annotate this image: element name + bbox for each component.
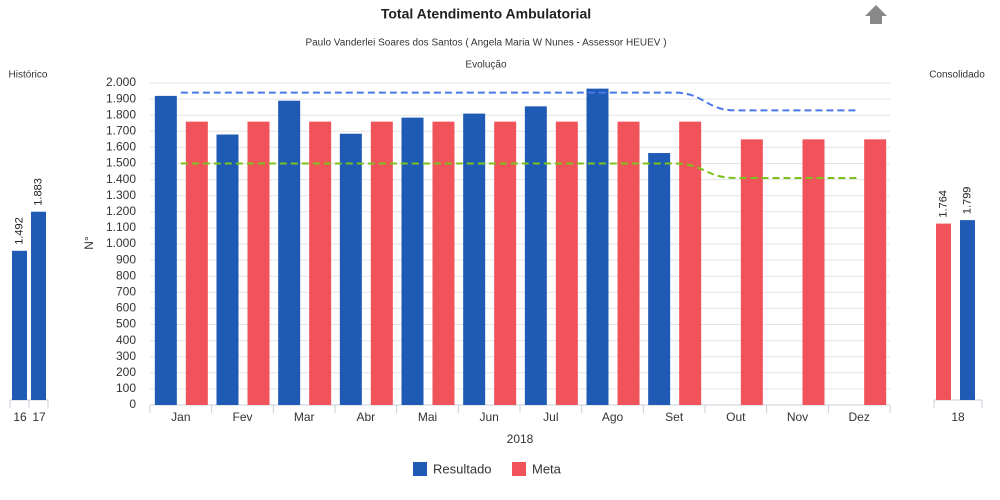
y-tick-label: 900 (116, 252, 136, 266)
chart-subtitle: Paulo Vanderlei Soares dos Santos ( Ange… (305, 38, 666, 49)
bar (555, 121, 578, 405)
x-tick-label: Mai (418, 410, 437, 424)
home-button[interactable] (865, 5, 887, 24)
chart-title: Total Atendimento Ambulatorial (381, 6, 591, 22)
value-label: 1.883 (32, 178, 44, 206)
y-tick-label: 600 (116, 301, 136, 315)
x-tick-label: Fev (232, 410, 252, 424)
x-tick-label: 16 (13, 410, 27, 424)
x-tick-label: Jun (479, 410, 498, 424)
y-tick-label: 1.800 (106, 107, 136, 121)
bar (401, 117, 424, 406)
bar (802, 139, 825, 405)
x-tick-label: Mar (294, 410, 315, 424)
x-tick-label: Abr (356, 410, 375, 424)
bar (936, 223, 951, 400)
y-tick-label: 300 (116, 349, 136, 363)
bar (864, 139, 887, 405)
up-arrow-icon[interactable] (865, 5, 887, 24)
bar (154, 95, 177, 405)
bar (370, 121, 393, 405)
bar (617, 121, 640, 405)
x-tick-label: Nov (787, 410, 808, 424)
y-tick-label: 2.000 (106, 75, 136, 89)
dashed-line (180, 91, 860, 112)
bar (309, 121, 332, 405)
bar (247, 121, 270, 405)
y-axis-label: N° (82, 236, 96, 250)
bar (463, 113, 486, 405)
y-tick-label: 1.300 (106, 188, 136, 202)
y-tick-label: 0 (129, 397, 136, 411)
value-label: 1.492 (13, 217, 25, 245)
legend-swatch[interactable] (413, 462, 427, 476)
value-label: 1.764 (937, 190, 949, 218)
consolidated-title: Consolidado (929, 70, 985, 81)
bar (679, 121, 702, 405)
value-label: 1.799 (961, 187, 973, 215)
y-tick-label: 800 (116, 268, 136, 282)
x-tick-label: 18 (951, 410, 965, 424)
bar (31, 211, 46, 400)
bar (648, 153, 671, 405)
bar (960, 220, 975, 400)
bar (12, 250, 27, 400)
y-tick-label: 1.600 (106, 140, 136, 154)
x-axis-label: 2018 (507, 432, 534, 446)
y-tick-label: 1.100 (106, 220, 136, 234)
y-tick-label: 1.900 (106, 91, 136, 105)
x-tick-label: 17 (32, 410, 46, 424)
y-tick-label: 1.400 (106, 172, 136, 186)
bar (278, 100, 301, 406)
bar (185, 121, 208, 405)
legend-label[interactable]: Resultado (433, 461, 492, 476)
x-tick-label: Jan (171, 410, 190, 424)
x-tick-label: Jul (543, 410, 558, 424)
y-tick-label: 500 (116, 317, 136, 331)
x-tick-label: Set (665, 410, 684, 424)
x-tick-label: Dez (848, 410, 869, 424)
bar (432, 121, 455, 405)
bar (740, 139, 763, 405)
y-tick-label: 400 (116, 333, 136, 347)
bar (586, 88, 609, 405)
y-tick-label: 1.000 (106, 236, 136, 250)
x-tick-label: Out (726, 410, 746, 424)
bar (339, 133, 362, 405)
y-tick-label: 700 (116, 284, 136, 298)
y-tick-label: 1.500 (106, 156, 136, 170)
y-tick-label: 200 (116, 365, 136, 379)
chart-caption: Evolução (465, 60, 507, 71)
y-tick-label: 1.200 (106, 204, 136, 218)
y-tick-label: 100 (116, 381, 136, 395)
bar (216, 134, 239, 405)
bar (494, 121, 517, 405)
legend-swatch[interactable] (512, 462, 526, 476)
legend-label[interactable]: Meta (532, 461, 562, 476)
bar (524, 106, 547, 405)
dashed-line (180, 162, 860, 179)
y-tick-label: 1.700 (106, 123, 136, 137)
x-tick-label: Ago (602, 410, 624, 424)
history-title: Histórico (9, 70, 48, 81)
